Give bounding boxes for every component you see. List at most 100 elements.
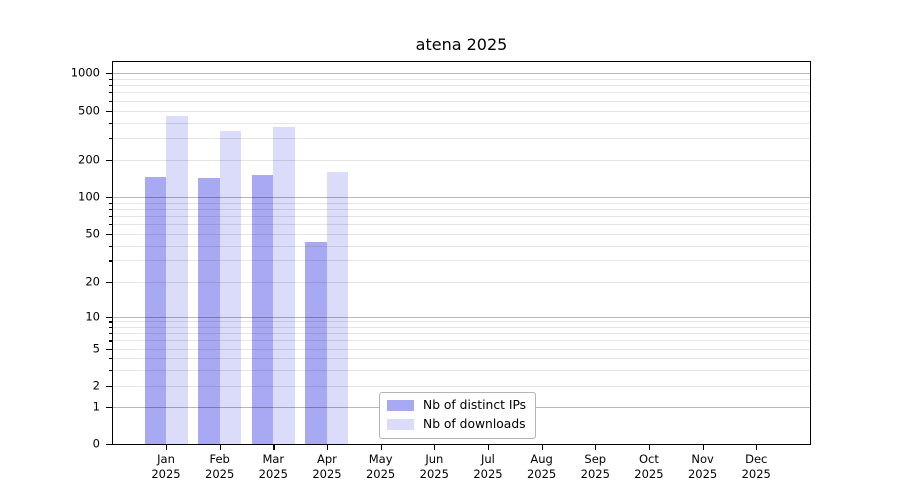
- bar-distinct-ips-feb: [198, 178, 220, 444]
- gridline-minor: [113, 122, 810, 124]
- x-tick: [648, 445, 651, 450]
- y-minor-tick: [108, 333, 112, 335]
- chart-title: atena 2025: [415, 35, 508, 54]
- x-tick: [702, 445, 704, 450]
- gridline-minor: [113, 216, 810, 218]
- x-tick: [166, 445, 168, 450]
- gridline-minor: [113, 78, 810, 80]
- bar-downloads-jan: [166, 116, 188, 444]
- x-tick: [541, 445, 543, 450]
- x-tick-label-sep: Sep 2025: [580, 452, 610, 481]
- legend-label-distinct-ips: Nb of distinct IPs: [423, 398, 527, 412]
- y-tick-label: 2: [92, 378, 100, 393]
- y-tick: [106, 73, 112, 75]
- legend-item-distinct-ips: Nb of distinct IPs: [387, 398, 526, 413]
- gridline-minor: [113, 369, 810, 371]
- gridline-minor: [113, 202, 810, 204]
- x-tick-label-mar: Mar 2025: [258, 452, 288, 481]
- bar-distinct-ips-mar: [251, 175, 274, 444]
- gridline-minor: [113, 333, 810, 335]
- x-tick: [434, 445, 436, 450]
- y-minor-tick: [108, 326, 112, 329]
- x-tick: [326, 445, 329, 450]
- y-minor-tick: [108, 92, 112, 94]
- x-tick-label-aug: Aug 2025: [526, 452, 557, 481]
- legend-swatch-downloads: [387, 419, 414, 430]
- x-tick: [756, 445, 758, 450]
- gridline-minor: [113, 85, 810, 87]
- y-tick: [106, 316, 112, 318]
- gridline-minor: [113, 138, 810, 140]
- y-minor-tick: [108, 216, 112, 218]
- gridline-minor: [113, 281, 810, 283]
- y-tick: [106, 406, 112, 408]
- bar-downloads-apr: [326, 171, 349, 444]
- gridline-minor: [113, 326, 810, 328]
- y-tick-label: 20: [85, 274, 100, 288]
- gridline-minor: [113, 245, 810, 247]
- y-tick: [106, 110, 112, 112]
- x-tick-label-oct: Oct 2025: [634, 452, 664, 481]
- y-tick: [106, 386, 112, 388]
- y-tick: [106, 444, 112, 446]
- gridline-minor: [113, 386, 810, 387]
- y-tick-label: 0: [92, 436, 100, 451]
- x-tick-label-jul: Jul 2025: [473, 452, 503, 481]
- y-minor-tick: [108, 138, 112, 140]
- y-minor-tick: [108, 208, 112, 211]
- gridline-minor: [113, 340, 810, 342]
- x-tick: [380, 445, 382, 450]
- bar-distinct-ips-apr: [305, 241, 327, 444]
- y-minor-tick: [108, 224, 112, 226]
- y-minor-tick: [108, 202, 112, 204]
- legend: Nb of distinct IPs Nb of downloads: [379, 392, 537, 439]
- y-tick-label: 1000: [70, 65, 100, 80]
- legend-swatch-distinct-ips: [387, 400, 414, 411]
- y-tick-label: 50: [85, 226, 100, 241]
- x-tick: [273, 445, 275, 450]
- y-minor-tick: [108, 321, 112, 323]
- x-tick-label-apr: Apr 2025: [312, 452, 342, 481]
- x-tick-label-dec: Dec 2025: [741, 452, 771, 481]
- y-minor-tick: [108, 369, 112, 371]
- y-minor-tick: [108, 260, 112, 262]
- gridline-minor: [113, 349, 810, 350]
- gridline-major: [113, 316, 810, 318]
- x-tick-label-feb: Feb 2025: [205, 452, 235, 481]
- bar-downloads-mar: [273, 126, 295, 444]
- bar-distinct-ips-jan: [144, 177, 166, 444]
- x-tick: [595, 445, 597, 450]
- x-tick-label-may: May 2025: [365, 452, 396, 481]
- y-minor-tick: [108, 340, 112, 342]
- gridline-minor: [113, 110, 810, 112]
- y-tick-label: 10: [85, 309, 100, 323]
- gridline-minor: [113, 208, 810, 210]
- y-minor-tick: [108, 358, 112, 360]
- x-tick-label-jan: Jan 2025: [151, 452, 181, 481]
- y-minor-tick: [108, 245, 112, 247]
- y-tick-label: 500: [78, 103, 100, 117]
- y-minor-tick: [108, 85, 112, 87]
- y-tick: [106, 349, 112, 351]
- y-tick: [106, 160, 112, 162]
- gridline-minor: [113, 224, 810, 226]
- y-tick-label: 1: [92, 399, 100, 413]
- y-tick: [106, 197, 112, 199]
- y-minor-tick: [108, 100, 112, 102]
- gridline-minor: [113, 234, 810, 235]
- legend-item-downloads: Nb of downloads: [387, 417, 526, 432]
- gridline-major: [113, 73, 810, 74]
- y-tick-label: 100: [78, 189, 100, 204]
- y-minor-tick: [108, 122, 112, 124]
- gridline-minor: [113, 260, 810, 262]
- x-tick: [487, 445, 490, 450]
- legend-label-downloads: Nb of downloads: [423, 417, 526, 431]
- gridline-minor: [113, 92, 810, 94]
- gridline-minor: [113, 321, 810, 323]
- x-tick-label-jun: Jun 2025: [419, 452, 449, 481]
- x-tick-label-nov: Nov 2025: [687, 452, 718, 481]
- y-tick-label: 5: [92, 341, 100, 356]
- gridline-minor: [113, 100, 810, 102]
- gridline-minor: [113, 358, 810, 359]
